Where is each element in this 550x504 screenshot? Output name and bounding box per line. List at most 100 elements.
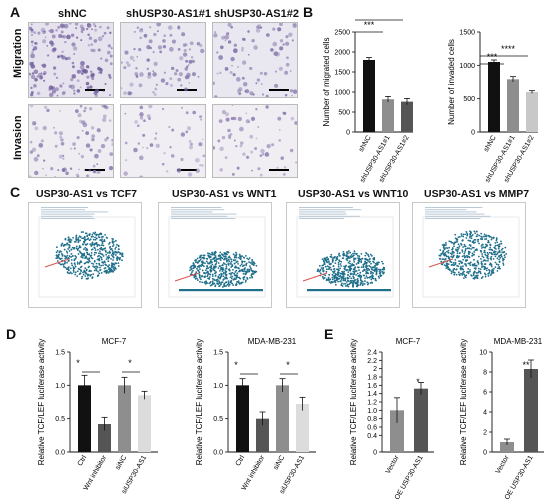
scatter-point <box>347 274 349 276</box>
scatter-point <box>371 271 374 274</box>
scatter-point <box>471 263 474 266</box>
scatter-point <box>118 257 121 260</box>
cell <box>34 41 38 45</box>
scatter-point <box>243 270 245 273</box>
cell <box>139 155 144 161</box>
cell <box>44 30 47 33</box>
scatter-point <box>87 277 89 279</box>
cell <box>71 74 77 79</box>
scatter-point <box>499 256 502 259</box>
sig-star: * <box>128 358 132 368</box>
scatter-point <box>194 275 197 277</box>
cell <box>185 111 189 115</box>
scatter-point <box>247 258 250 261</box>
header-text <box>425 211 477 213</box>
y-tick-label: 1000 <box>334 90 350 97</box>
bar <box>138 395 151 452</box>
scatter-point <box>346 252 349 254</box>
scatter-point <box>210 253 212 256</box>
category-label: Vector <box>385 454 401 475</box>
scatter-point <box>483 272 486 275</box>
scatter-point <box>496 241 499 244</box>
cell <box>108 93 112 97</box>
cell <box>250 116 256 121</box>
cell <box>147 74 152 79</box>
cell <box>40 139 45 143</box>
scatter-point <box>479 257 482 260</box>
scatter-point <box>320 267 323 269</box>
scatter-point <box>450 270 453 273</box>
scatter-point <box>460 267 463 270</box>
scatter-point <box>490 264 493 267</box>
scatter-point <box>348 266 350 269</box>
scatter-point <box>235 269 238 272</box>
scatter-point <box>371 255 373 257</box>
cell <box>153 61 158 66</box>
scatter-point <box>230 260 233 263</box>
sig-star: * <box>286 360 290 370</box>
scatter-point <box>252 270 254 272</box>
scatter-point <box>493 246 496 249</box>
scatter-point <box>351 284 354 287</box>
scatter-point <box>98 254 100 257</box>
cell <box>79 86 82 89</box>
cell <box>91 137 95 142</box>
cell <box>85 81 90 86</box>
header-text <box>425 209 467 211</box>
scatter-point <box>96 266 99 269</box>
cell <box>152 72 157 77</box>
scatter-point <box>189 269 191 272</box>
scatter-point <box>446 262 449 265</box>
scatter-point <box>474 238 477 241</box>
cell <box>80 30 83 33</box>
bar <box>382 99 394 132</box>
scatter-point <box>199 280 201 283</box>
scatter-point <box>115 267 117 270</box>
scatter-point <box>84 246 87 249</box>
scatter-point <box>375 272 378 275</box>
cell <box>49 28 54 34</box>
bar <box>256 418 269 452</box>
cell <box>146 114 151 118</box>
scatter-point <box>60 263 63 266</box>
scatter-point <box>484 253 487 256</box>
cell <box>149 143 154 147</box>
cell <box>134 72 139 76</box>
cell <box>43 105 48 109</box>
scatter-point <box>500 240 502 243</box>
cell <box>245 119 250 124</box>
scatter-point <box>89 274 92 277</box>
cell <box>30 93 34 97</box>
scatter-point <box>337 263 340 266</box>
scatter-point <box>364 257 367 260</box>
scatter-mmp7 <box>412 202 526 308</box>
scatter-point <box>97 252 100 255</box>
scatter-point <box>233 274 236 277</box>
scatter-point <box>370 278 373 281</box>
scatter-point <box>488 251 491 254</box>
cell <box>62 154 65 157</box>
scatter-point <box>465 230 468 233</box>
scatter-wnt10 <box>286 202 400 308</box>
scatter-point <box>353 280 356 283</box>
scatter-point <box>480 260 483 263</box>
scatter-point <box>92 265 95 268</box>
scatter-point <box>112 238 114 241</box>
scatter-point <box>478 234 481 237</box>
scatter-point <box>343 282 345 285</box>
cell <box>41 63 47 68</box>
cell <box>139 112 144 117</box>
scatter-point <box>102 264 104 267</box>
scatter-point <box>502 262 505 265</box>
scatter-point <box>80 277 83 280</box>
cell <box>177 77 182 82</box>
cell <box>62 82 65 85</box>
scatter-point <box>88 234 91 237</box>
cell <box>200 48 205 54</box>
cell <box>124 141 128 145</box>
scatter-point <box>360 282 363 285</box>
cell <box>187 126 192 131</box>
scatter-point <box>466 234 469 237</box>
scatter-point <box>198 259 201 262</box>
